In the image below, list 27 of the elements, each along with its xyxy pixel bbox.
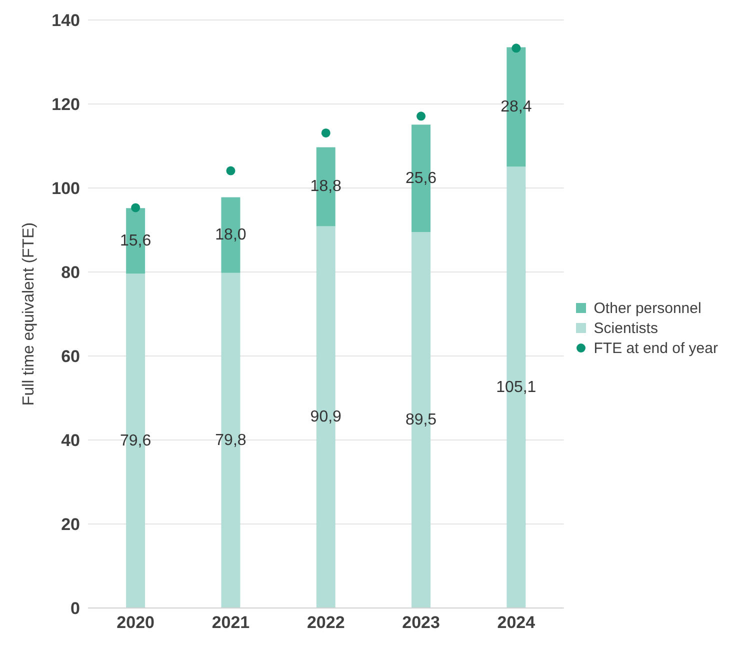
x-tick-label: 2022 [306, 613, 345, 632]
y-tick-label: 20 [61, 515, 80, 534]
y-axis-title: Full time equivalent (FTE) [20, 222, 38, 406]
legend-label: Scientists [594, 320, 658, 336]
y-tick-label: 120 [52, 95, 80, 114]
x-tick-label: 2020 [116, 613, 154, 632]
data-label: 79,8 [215, 432, 246, 449]
point [226, 166, 236, 176]
data-label: 89,5 [405, 412, 437, 429]
data-label: 79,6 [120, 432, 152, 450]
point [512, 44, 521, 53]
point [321, 128, 330, 138]
point [416, 112, 426, 121]
y-tick-label: 140 [52, 11, 80, 30]
y-tick-label: 100 [52, 179, 80, 198]
legend-label: Other personnel [594, 300, 702, 316]
x-tick-label: 2021 [212, 613, 250, 632]
x-tick-label: 2023 [402, 613, 440, 632]
legend-label: FTE at end of year [594, 340, 718, 356]
x-tick-label: 2024 [497, 613, 536, 632]
point [131, 203, 140, 212]
y-tick-label: 60 [61, 347, 80, 366]
y-tick-label: 40 [61, 431, 80, 450]
y-tick-label: 0 [70, 599, 80, 618]
data-label: 90,9 [310, 408, 342, 426]
y-tick-label: 80 [61, 263, 80, 282]
data-label: 105,1 [496, 378, 536, 396]
